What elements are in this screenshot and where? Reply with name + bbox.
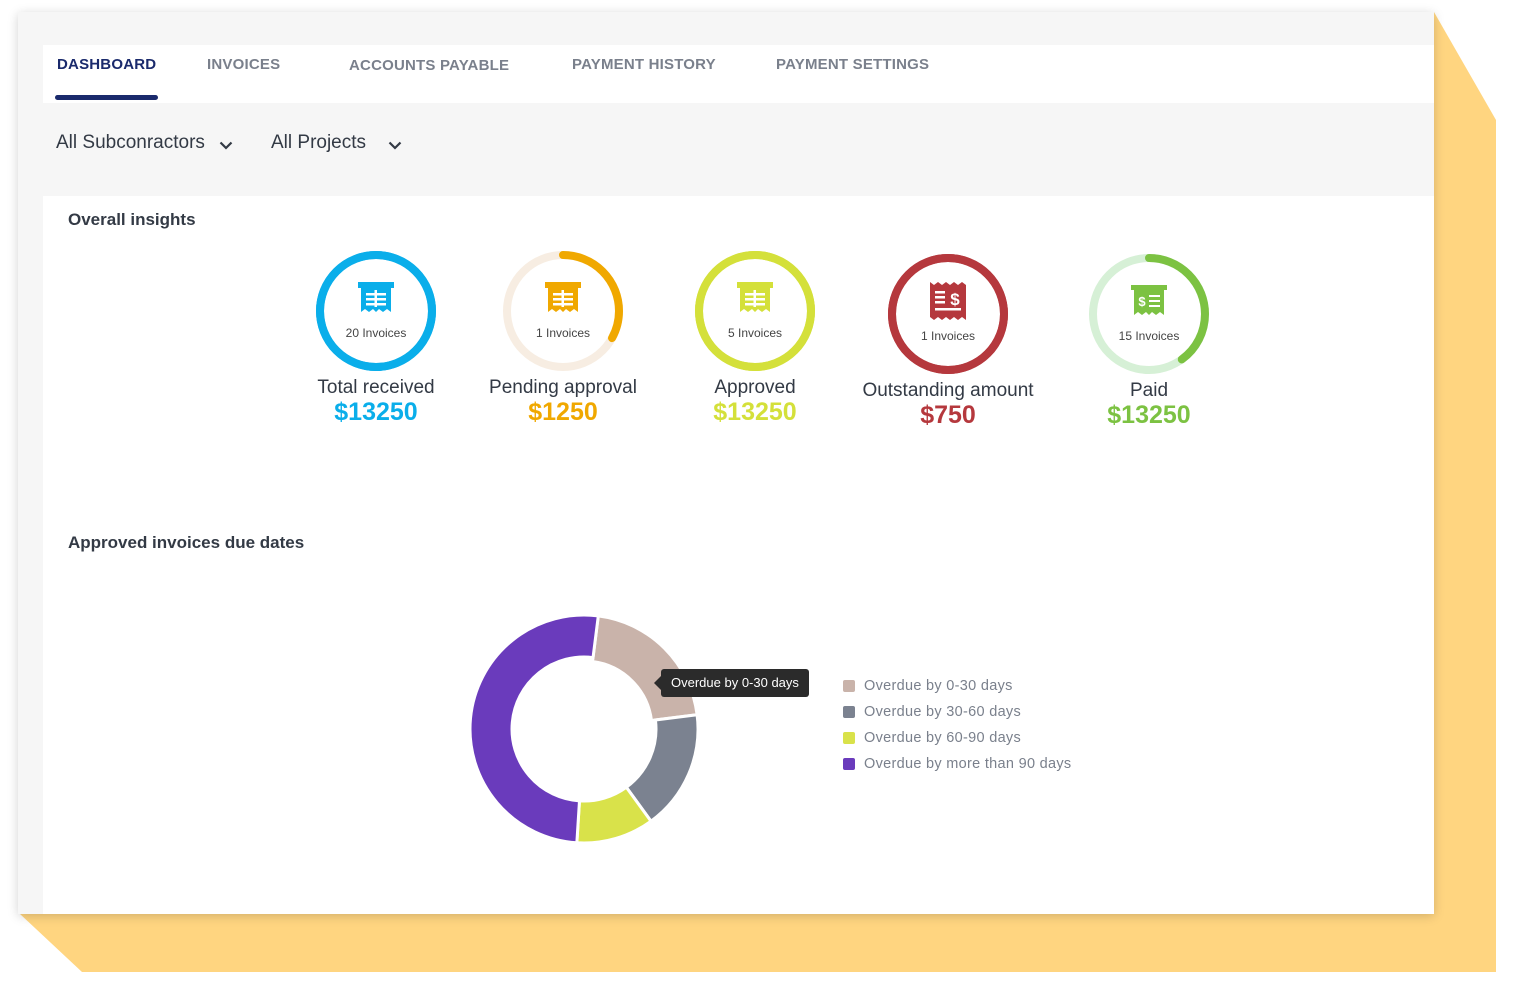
kpi-label: Paid [1129, 380, 1169, 401]
tab-accounts-payable[interactable]: ACCOUNTS PAYABLE [349, 57, 510, 74]
tab-payment-history[interactable]: PAYMENT HISTORY [572, 56, 716, 73]
kpi-label: Total received [317, 377, 435, 398]
kpi-amount: $13250 [334, 398, 418, 426]
subcontractors-dropdown[interactable]: All Subconractors [56, 132, 233, 154]
invoice-icon [545, 282, 581, 312]
legend-item[interactable]: Overdue by 0-30 days [843, 673, 1071, 699]
legend-label: Overdue by more than 90 days [864, 756, 1072, 772]
legend-item[interactable]: Overdue by 60-90 days [843, 725, 1071, 751]
legend-label: Overdue by 0-30 days [864, 678, 1013, 694]
progress-ring [316, 251, 436, 371]
tab-invoices[interactable]: INVOICES [207, 56, 281, 73]
legend-item[interactable]: Overdue by more than 90 days [843, 751, 1071, 777]
legend-swatch [843, 758, 855, 770]
dashboard-content: DASHBOARD INVOICES ACCOUNTS PAYABLE PAYM… [43, 45, 1434, 914]
progress-ring [695, 251, 815, 371]
invoice-count: 1 Invoices [535, 326, 591, 340]
chevron-down-icon [219, 141, 233, 150]
kpi-amount: $1250 [528, 398, 598, 426]
invoice-icon [737, 282, 773, 312]
legend-item[interactable]: Overdue by 30-60 days [843, 699, 1071, 725]
svg-text:$: $ [950, 290, 960, 309]
legend-swatch [843, 680, 855, 692]
dollar-invoice-icon: $ [1131, 285, 1167, 315]
progress-ring: $ [888, 254, 1008, 374]
tab-bar: DASHBOARD INVOICES ACCOUNTS PAYABLE PAYM… [43, 45, 1434, 103]
progress-ring [503, 251, 623, 371]
kpi-outstanding-amount[interactable]: $ 1 Invoices Outstanding amount $750 [838, 252, 1058, 430]
due-dates-title: Approved invoices due dates [68, 533, 305, 552]
chart-legend: Overdue by 0-30 days Overdue by 30-60 day… [843, 673, 1071, 777]
active-tab-indicator [55, 95, 158, 100]
dollar-receipt-icon: $ [930, 282, 966, 320]
tab-payment-settings[interactable]: PAYMENT SETTINGS [776, 56, 930, 73]
legend-swatch [843, 706, 855, 718]
legend-label: Overdue by 30-60 days [864, 704, 1022, 720]
kpi-paid[interactable]: $ 15 Invoices Paid $13250 [1039, 252, 1259, 430]
kpi-label: Outstanding amount [862, 380, 1034, 401]
invoice-count: 20 Invoices [345, 326, 407, 340]
invoice-icon [358, 282, 394, 312]
legend-label: Overdue by 60-90 days [864, 730, 1022, 746]
kpi-amount: $13250 [713, 398, 797, 426]
kpi-label: Pending approval [489, 377, 637, 398]
kpi-amount: $750 [920, 401, 976, 429]
due-dates-donut-chart [468, 613, 700, 845]
invoice-count: 15 Invoices [1118, 329, 1180, 343]
progress-ring: $ [1089, 254, 1209, 374]
donut-slice-over-90-days[interactable] [468, 613, 600, 845]
projects-dropdown[interactable]: All Projects [271, 132, 402, 154]
filter-bar: All Subconractors All Projects [43, 103, 1434, 196]
kpi-approved[interactable]: 5 Invoices Approved $13250 [645, 249, 865, 427]
chevron-down-icon [388, 141, 402, 150]
svg-text:$: $ [1138, 294, 1146, 309]
kpi-label: Approved [714, 377, 796, 398]
overall-insights-title: Overall insights [68, 210, 196, 229]
kpi-pending-approval[interactable]: 1 Invoices Pending approval $1250 [453, 249, 673, 427]
invoice-count: 1 Invoices [920, 329, 976, 343]
legend-swatch [843, 732, 855, 744]
projects-dropdown-label: All Projects [271, 132, 367, 153]
chart-tooltip: Overdue by 0-30 days [654, 669, 809, 697]
subcontractors-dropdown-label: All Subconractors [56, 132, 205, 153]
invoice-count: 5 Invoices [727, 326, 783, 340]
kpi-amount: $13250 [1107, 401, 1191, 429]
tab-dashboard[interactable]: DASHBOARD [57, 56, 157, 73]
kpi-total-received[interactable]: 20 Invoices Total received $13250 [266, 249, 486, 427]
